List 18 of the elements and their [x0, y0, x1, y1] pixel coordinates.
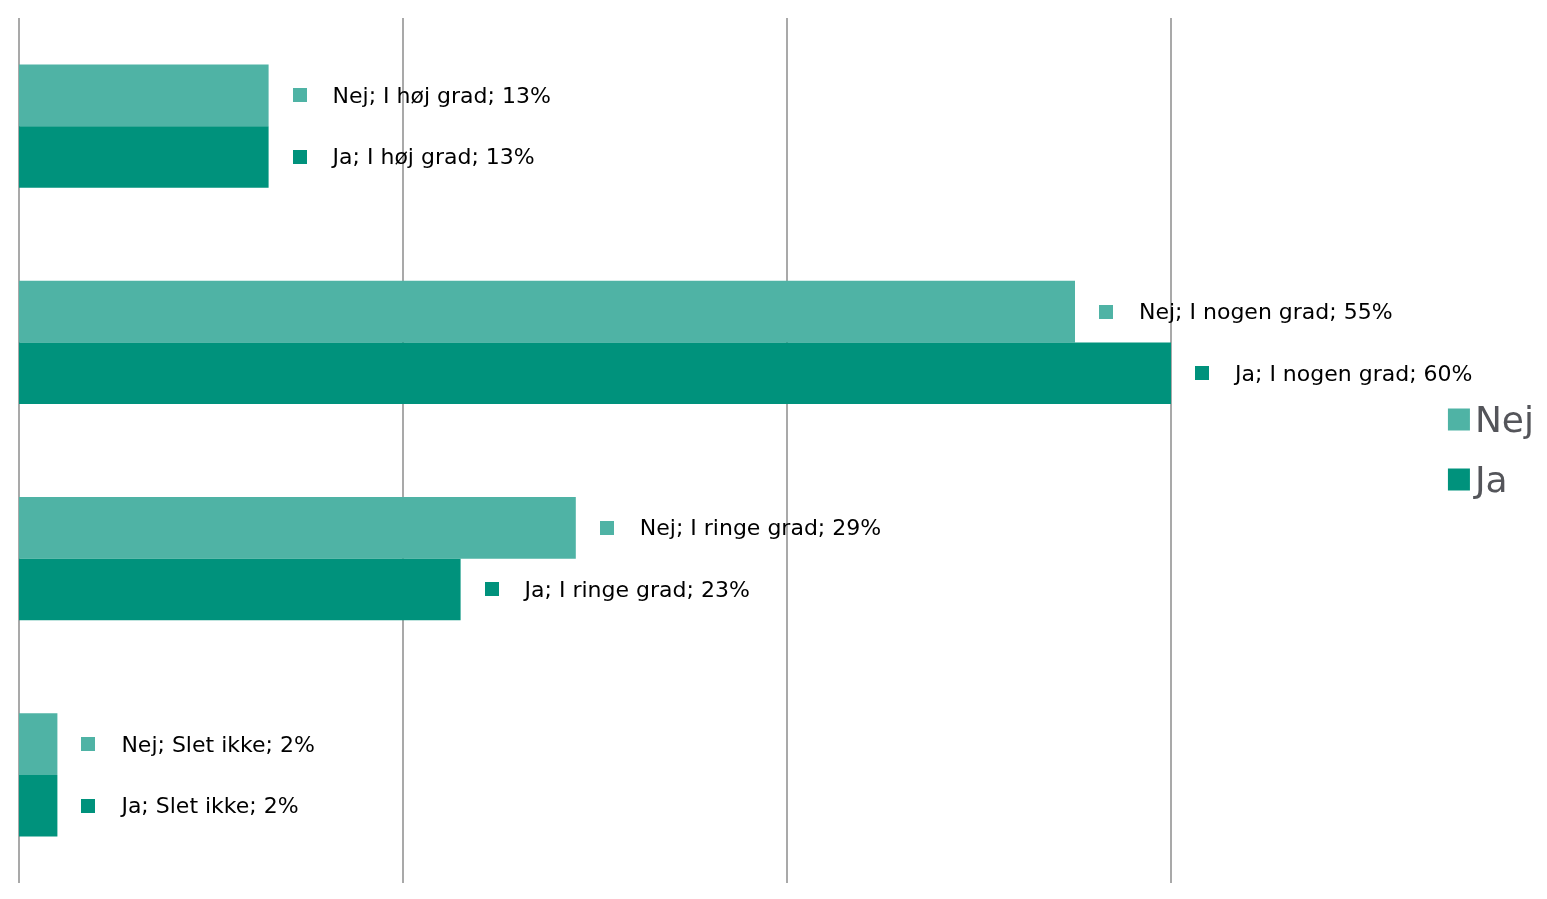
legend-label: Nej	[1474, 399, 1535, 440]
legend-label: Ja	[1472, 459, 1508, 500]
bar	[19, 774, 58, 837]
data-label: Nej; I nogen grad; 55%	[1139, 299, 1393, 325]
data-label: Ja; Slet ikke; 2%	[119, 793, 299, 819]
data-label: Nej; I ringe grad; 29%	[639, 515, 882, 541]
data-label: Nej; I høj grad; 13%	[332, 82, 551, 108]
bar	[19, 126, 269, 188]
data-label: Ja; I ringe grad; 23%	[522, 576, 750, 602]
bar	[19, 496, 576, 559]
bar	[19, 280, 1075, 343]
bar	[19, 342, 1171, 405]
data-label: Nej; Slet ikke; 2%	[121, 731, 315, 757]
bar	[19, 558, 461, 621]
bar	[19, 64, 269, 127]
data-label: Ja; I nogen grad; 60%	[1233, 360, 1473, 386]
bar	[19, 713, 58, 775]
data-label: Ja; I høj grad; 13%	[330, 144, 535, 170]
